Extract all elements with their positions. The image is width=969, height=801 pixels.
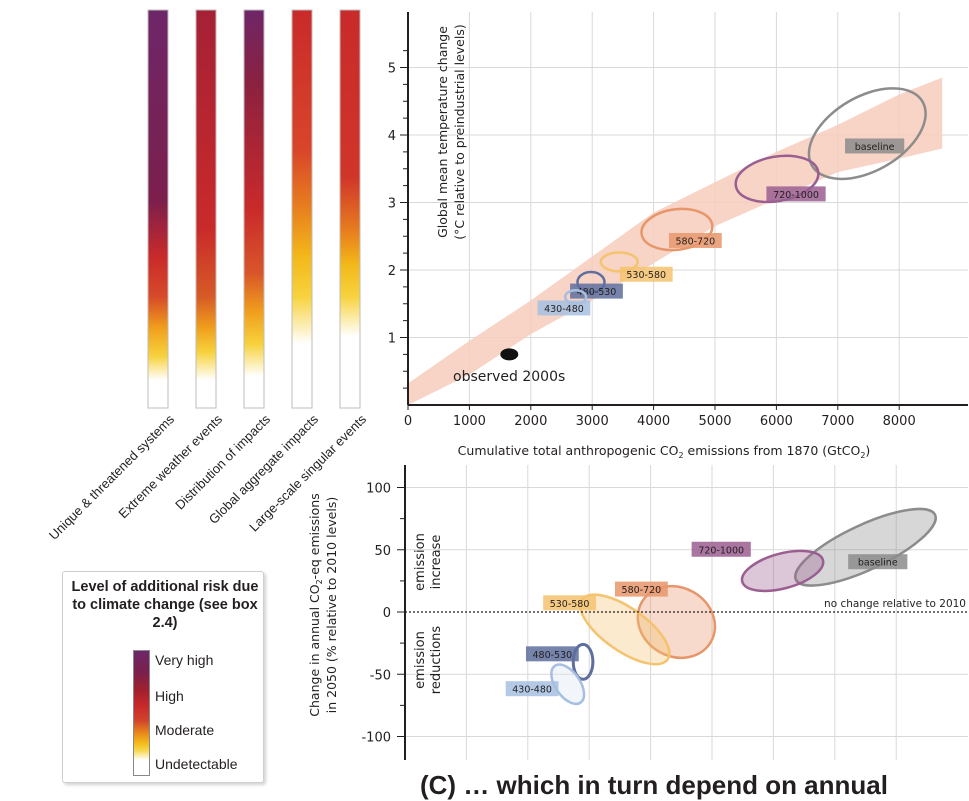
x-label-text: Cumulative total anthropogenic CO	[458, 443, 679, 458]
temperature-chart-y-label: Global mean temperature change	[435, 26, 450, 238]
temperature-chart-ticks: 0 1000 2000 3000 4000 5000 6000 7000 8000 1 2 3 4 5	[388, 50, 916, 429]
risk-bar-large-scale	[339, 9, 361, 409]
series-label-box	[537, 300, 591, 316]
series-label-580-720: 580-720	[676, 236, 716, 247]
y-tick-label: 100	[366, 482, 391, 497]
series-label-720-1000: 720-1000	[698, 545, 744, 556]
risk-legend-color-bar	[133, 650, 150, 776]
series-label-baseline: baseline	[858, 558, 898, 569]
risk-bar-extreme-weather	[195, 9, 217, 409]
emission-increase-label: emission	[413, 533, 428, 591]
risk-column-label: Distribution of impacts	[172, 411, 273, 512]
emissions-chart-series: baseline 720-1000 580-720 530-580 480-530 430…	[505, 507, 937, 706]
risk-legend-title: Level of additional risk due to climate …	[71, 579, 259, 631]
series-label-720-1000: 720-1000	[773, 190, 819, 201]
ellipse-480-530	[571, 642, 595, 681]
series-label-box	[570, 283, 623, 299]
series-label-box	[614, 581, 668, 597]
x-label-subscript: 2	[860, 451, 865, 460]
temperature-chart-series: baseline 720-1000 580-720 530-580 480-530 430…	[537, 87, 927, 316]
series-label-baseline: baseline	[855, 142, 895, 153]
risk-legend-level: Moderate	[155, 722, 215, 738]
y-tick-label: 4	[388, 129, 396, 144]
ellipse-580-720	[640, 207, 714, 252]
series-label-480-530: 480-530	[577, 287, 617, 298]
emission-increase-label: increase	[429, 535, 444, 590]
risk-bars-panel: Unique & threatened systems Extreme weat…	[46, 9, 369, 543]
temperature-chart-grid	[408, 12, 968, 405]
y-tick-label: 3	[388, 197, 396, 212]
series-label-480-530: 480-530	[533, 650, 573, 661]
x-label-subscript: 2	[678, 451, 683, 460]
risk-legend-level: Very high	[155, 652, 214, 668]
ellipse-baseline	[807, 87, 927, 181]
emissions-chart-y-label: Change in annual CO2-eq emissions	[307, 493, 324, 716]
series-label-box	[505, 681, 559, 697]
y-tick-label: 0	[383, 606, 391, 621]
y-label-text: -eq emissions	[307, 493, 322, 579]
series-label-430-480: 430-480	[544, 304, 584, 315]
risk-legend-level: Undetectable	[155, 756, 238, 772]
series-label-box	[691, 541, 751, 557]
series-label-box	[543, 595, 596, 611]
x-tick-label: 8000	[883, 414, 916, 429]
temperature-chart: 0 1000 2000 3000 4000 5000 6000 7000 8000 1 2 3 4 5 b…	[388, 12, 968, 460]
x-tick-label: 6000	[760, 414, 793, 429]
ellipse-720-1000	[740, 549, 825, 593]
risk-bar-global-aggregate	[291, 9, 313, 409]
x-tick-label: 0	[404, 414, 412, 429]
x-tick-label: 2000	[514, 414, 547, 429]
ellipse-baseline	[794, 507, 937, 587]
series-label-box	[619, 266, 673, 282]
x-tick-label: 1000	[453, 414, 486, 429]
emissions-chart-y-label: in 2050 (% relative to 2010 levels)	[324, 497, 339, 713]
x-label-text: )	[865, 443, 870, 458]
x-tick-label: 7000	[821, 414, 854, 429]
ellipse-580-720	[636, 584, 717, 660]
risk-bar-distribution	[243, 9, 265, 409]
series-label-530-580: 530-580	[626, 270, 666, 281]
temperature-chart-y-label: (°C relative to preindustrial levels)	[452, 24, 467, 239]
series-label-box	[668, 232, 722, 248]
series-label-530-580: 530-580	[550, 599, 590, 610]
y-tick-label: 1	[388, 332, 396, 347]
x-tick-label: 4000	[637, 414, 670, 429]
x-tick-label: 3000	[576, 414, 609, 429]
risk-legend: Level of additional risk due to climate …	[62, 571, 264, 783]
series-label-box	[848, 554, 908, 570]
x-label-text: emissions from 1870 (GtCO	[684, 443, 861, 458]
risk-bar-unique-threatened	[147, 9, 169, 409]
series-label-box	[766, 186, 826, 202]
risk-legend-level: High	[155, 688, 184, 704]
y-tick-label: 2	[388, 264, 396, 279]
y-label-text: Change in annual CO	[307, 584, 322, 716]
emissions-chart: -100 -50 0 50 100 baseline 720-1000 580-720 530…	[307, 465, 968, 760]
emission-reductions-label: emission	[413, 631, 428, 689]
y-tick-label: 50	[374, 544, 391, 559]
ellipse-530-580	[599, 251, 639, 273]
series-label-box	[845, 138, 905, 154]
series-label-580-720: 580-720	[622, 585, 662, 596]
y-tick-label: -50	[370, 668, 391, 683]
y-tick-label: -100	[361, 731, 391, 746]
y-label-subscript: 2	[315, 579, 324, 584]
observed-2000s-marker	[500, 348, 519, 361]
emissions-chart-ticks: -100 -50 0 50 100	[361, 482, 405, 746]
series-label-box	[525, 646, 579, 662]
x-tick-label: 5000	[698, 414, 731, 429]
temperature-chart-x-label: Cumulative total anthropogenic CO2 emiss…	[458, 443, 871, 460]
series-label-430-480: 430-480	[512, 685, 552, 696]
no-change-label: no change relative to 2010	[824, 598, 966, 610]
emission-reductions-label: reductions	[429, 626, 444, 695]
y-tick-label: 5	[388, 62, 396, 77]
temperature-chart-axes	[407, 12, 968, 406]
observed-2000s-label: observed 2000s	[453, 369, 565, 385]
